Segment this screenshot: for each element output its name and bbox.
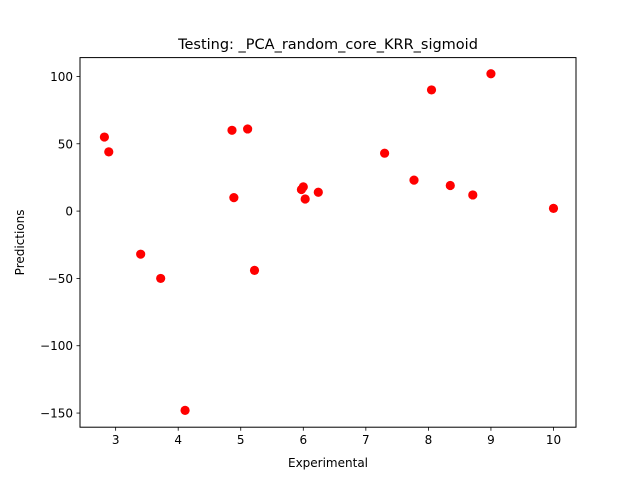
- y-tick-label: 50: [58, 137, 73, 151]
- data-point: [229, 193, 239, 203]
- data-point: [249, 265, 260, 275]
- data-point: [468, 190, 478, 200]
- data-point: [298, 182, 308, 192]
- data-point: [409, 175, 419, 185]
- y-tick-label: 100: [50, 70, 73, 84]
- data-point: [136, 249, 146, 259]
- y-tick-label: −100: [40, 339, 73, 353]
- data-point: [445, 180, 455, 191]
- x-tick-label: 8: [425, 433, 433, 447]
- y-tick-label: −150: [40, 407, 73, 421]
- data-point: [426, 85, 437, 95]
- data-point: [486, 69, 496, 79]
- data-point: [548, 203, 559, 214]
- chart-title: Testing: _PCA_random_core_KRR_sigmoid: [177, 37, 478, 53]
- x-tick-label: 10: [546, 433, 561, 447]
- x-tick-label: 9: [487, 433, 495, 447]
- x-tick-label: 4: [174, 433, 182, 447]
- data-points: [99, 69, 559, 415]
- data-point: [99, 132, 109, 142]
- x-tick-label: 7: [362, 433, 370, 447]
- x-tick-label: 3: [112, 433, 120, 447]
- data-point: [156, 273, 166, 284]
- data-point: [243, 124, 253, 134]
- data-point: [180, 405, 190, 415]
- plot-area-frame: [79, 57, 577, 428]
- y-tick-label: −50: [48, 272, 73, 286]
- x-tick-label: 6: [299, 433, 307, 447]
- data-point: [227, 125, 237, 135]
- data-point: [300, 194, 310, 204]
- axis-ticks: 3 4 5 6 7 8 9 10 −150 −100 −50 0 50 100: [40, 70, 561, 447]
- y-tick-label: 0: [65, 205, 73, 219]
- data-point: [313, 187, 323, 197]
- x-tick-label: 5: [237, 433, 245, 447]
- data-point: [104, 147, 114, 157]
- data-point: [380, 148, 390, 158]
- y-axis-label: Predictions: [13, 209, 27, 275]
- x-axis-label: Experimental: [288, 456, 368, 470]
